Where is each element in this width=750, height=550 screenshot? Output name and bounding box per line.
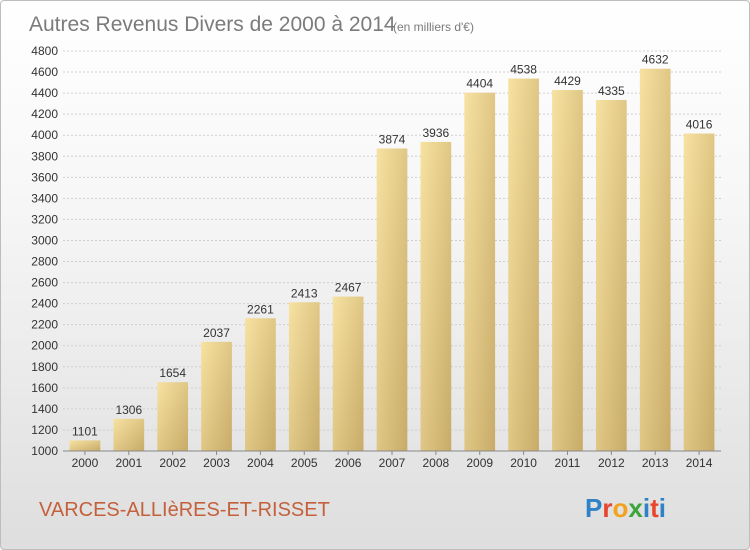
x-tick-label-2002: 2002 bbox=[159, 456, 186, 470]
data-label-2012: 4335 bbox=[598, 84, 625, 98]
x-tick-label-2001: 2001 bbox=[115, 456, 142, 470]
bar-2011 bbox=[552, 90, 583, 451]
y-axis-ticks: 1000 1200 1400 1600 1800 2000 2200 2400 2600 2800… bbox=[31, 44, 58, 458]
place-name: VARCES-ALLIèRES-ET-RISSET bbox=[39, 499, 330, 521]
data-label-2010: 4538 bbox=[510, 63, 537, 77]
bar-2014 bbox=[683, 133, 715, 452]
logo-letter: i bbox=[659, 493, 666, 523]
x-tick-label-2008: 2008 bbox=[423, 456, 450, 470]
y-tick-label: 2600 bbox=[31, 276, 58, 290]
logo-letter: o bbox=[612, 493, 628, 523]
bars bbox=[69, 68, 715, 452]
data-label-2013: 4632 bbox=[642, 53, 669, 67]
bar-2001 bbox=[113, 418, 145, 451]
data-label-2004: 2261 bbox=[247, 302, 274, 316]
bar-2009 bbox=[464, 92, 496, 452]
x-tick-label-2005: 2005 bbox=[291, 456, 318, 470]
x-tick-label-2006: 2006 bbox=[335, 456, 362, 470]
bar-2006 bbox=[332, 296, 364, 451]
proxiti-logo: Proxiti bbox=[585, 493, 666, 523]
y-tick-label: 4400 bbox=[31, 86, 58, 100]
logo-letter: i bbox=[643, 493, 650, 523]
y-tick-label: 3600 bbox=[31, 170, 58, 184]
y-tick-label: 4600 bbox=[31, 65, 58, 79]
x-tick-label-2004: 2004 bbox=[247, 456, 274, 470]
data-label-2000: 1101 bbox=[72, 424, 98, 438]
y-tick-label: 4800 bbox=[31, 44, 58, 58]
y-tick-label: 1800 bbox=[31, 360, 58, 374]
logo-letter: r bbox=[602, 493, 612, 523]
y-tick-label: 2200 bbox=[31, 318, 58, 332]
bar-2005 bbox=[288, 302, 320, 451]
y-tick-label: 2800 bbox=[31, 255, 58, 269]
chart-subtitle: (en milliers d'€) bbox=[393, 20, 474, 34]
y-tick-label: 3000 bbox=[31, 233, 58, 247]
data-label-2003: 2037 bbox=[203, 326, 230, 340]
y-tick-label: 1400 bbox=[31, 402, 58, 416]
x-tick-label-2003: 2003 bbox=[203, 456, 230, 470]
data-label-2009: 4404 bbox=[466, 77, 493, 91]
x-tick-label-2009: 2009 bbox=[466, 456, 493, 470]
bar-2012 bbox=[595, 99, 627, 452]
logo-letter: P bbox=[585, 493, 602, 523]
data-labels: 1101 1306 1654 2037 2261 2413 2467 3874 3936 4404… bbox=[72, 53, 713, 439]
x-tick-label-2014: 2014 bbox=[686, 456, 713, 470]
y-tick-label: 1600 bbox=[31, 381, 58, 395]
bar-2010 bbox=[508, 78, 539, 451]
bar-2000 bbox=[69, 440, 101, 451]
x-tick-label-2007: 2007 bbox=[379, 456, 406, 470]
y-tick-label: 3200 bbox=[31, 212, 58, 226]
data-label-2007: 3874 bbox=[379, 132, 406, 146]
x-tick-label-2013: 2013 bbox=[642, 456, 669, 470]
y-tick-label: 2400 bbox=[31, 297, 58, 311]
bar-2004 bbox=[245, 318, 276, 451]
y-tick-label: 4200 bbox=[31, 107, 58, 121]
logo-letter: t bbox=[650, 493, 659, 523]
y-tick-label: 2000 bbox=[31, 339, 58, 353]
data-label-2005: 2413 bbox=[291, 286, 318, 300]
x-tick-label-2011: 2011 bbox=[555, 456, 581, 470]
y-tick-label: 3400 bbox=[31, 191, 58, 205]
data-label-2008: 3936 bbox=[423, 126, 450, 140]
y-tick-label: 3800 bbox=[31, 149, 58, 163]
data-label-2006: 2467 bbox=[335, 281, 362, 295]
bar-2002 bbox=[157, 382, 189, 451]
data-label-2011: 4429 bbox=[554, 74, 581, 88]
bar-2008 bbox=[420, 141, 452, 451]
x-axis-ticks: 2000 2001 2002 2003 2004 2005 2006 2007 2008 2009… bbox=[72, 451, 713, 470]
data-label-2002: 1654 bbox=[159, 366, 186, 380]
y-tick-label: 1200 bbox=[31, 423, 58, 437]
data-label-2014: 4016 bbox=[686, 118, 713, 132]
data-label-2001: 1306 bbox=[115, 403, 142, 417]
y-tick-label: 4000 bbox=[31, 128, 58, 142]
x-tick-label-2010: 2010 bbox=[510, 456, 537, 470]
bar-2003 bbox=[201, 341, 232, 451]
bar-2013 bbox=[639, 68, 671, 452]
chart-title: Autres Revenus Divers de 2000 à 2014 bbox=[29, 13, 396, 36]
logo-letter: x bbox=[628, 493, 643, 523]
x-tick-label-2000: 2000 bbox=[72, 456, 99, 470]
y-tick-label: 1000 bbox=[31, 444, 58, 458]
bar-2007 bbox=[376, 148, 408, 451]
x-tick-label-2012: 2012 bbox=[598, 456, 625, 470]
